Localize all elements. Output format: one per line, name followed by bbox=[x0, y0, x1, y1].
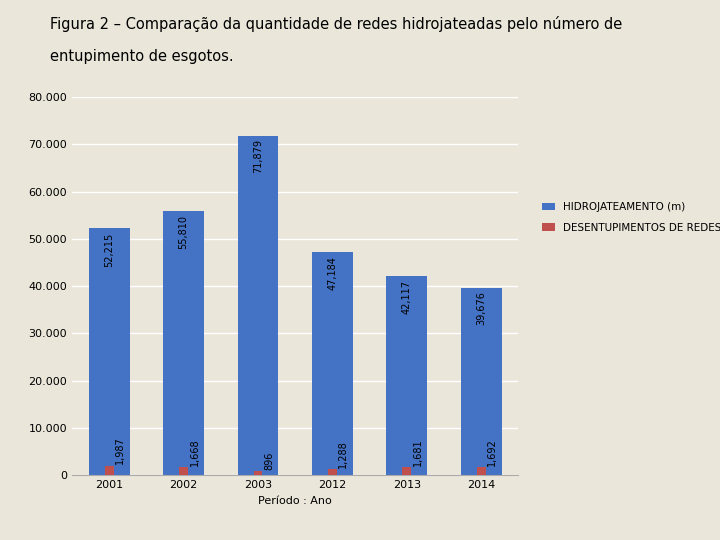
Bar bbox=[89, 228, 130, 475]
Text: 52,215: 52,215 bbox=[104, 232, 114, 267]
Bar bbox=[104, 466, 114, 475]
Bar bbox=[179, 467, 188, 475]
Text: 1,987: 1,987 bbox=[115, 437, 125, 464]
Bar bbox=[477, 467, 486, 475]
Bar bbox=[461, 288, 502, 475]
Text: 1,668: 1,668 bbox=[189, 438, 199, 466]
Text: 1,681: 1,681 bbox=[413, 438, 423, 466]
Text: 55,810: 55,810 bbox=[179, 215, 189, 249]
Text: 1,288: 1,288 bbox=[338, 440, 348, 468]
Bar bbox=[163, 212, 204, 475]
Text: 47,184: 47,184 bbox=[328, 256, 338, 290]
Bar bbox=[253, 471, 263, 475]
Bar bbox=[402, 467, 411, 475]
Bar bbox=[328, 469, 337, 475]
X-axis label: Período : Ano: Período : Ano bbox=[258, 496, 332, 505]
Text: 39,676: 39,676 bbox=[476, 292, 486, 326]
Legend: HIDROJATEAMENTO (m), DESENTUPIMENTOS DE REDES (Unid.): HIDROJATEAMENTO (m), DESENTUPIMENTOS DE … bbox=[537, 197, 720, 238]
Text: 71,879: 71,879 bbox=[253, 139, 263, 173]
Text: Figura 2 – Comparação da quantidade de redes hidrojateadas pelo número de: Figura 2 – Comparação da quantidade de r… bbox=[50, 16, 623, 32]
Text: 896: 896 bbox=[264, 451, 274, 470]
Text: entupimento de esgotos.: entupimento de esgotos. bbox=[50, 49, 234, 64]
Text: 1,692: 1,692 bbox=[487, 438, 497, 466]
Bar bbox=[238, 136, 279, 475]
Text: 42,117: 42,117 bbox=[402, 280, 412, 314]
Bar bbox=[387, 276, 427, 475]
Bar bbox=[312, 252, 353, 475]
